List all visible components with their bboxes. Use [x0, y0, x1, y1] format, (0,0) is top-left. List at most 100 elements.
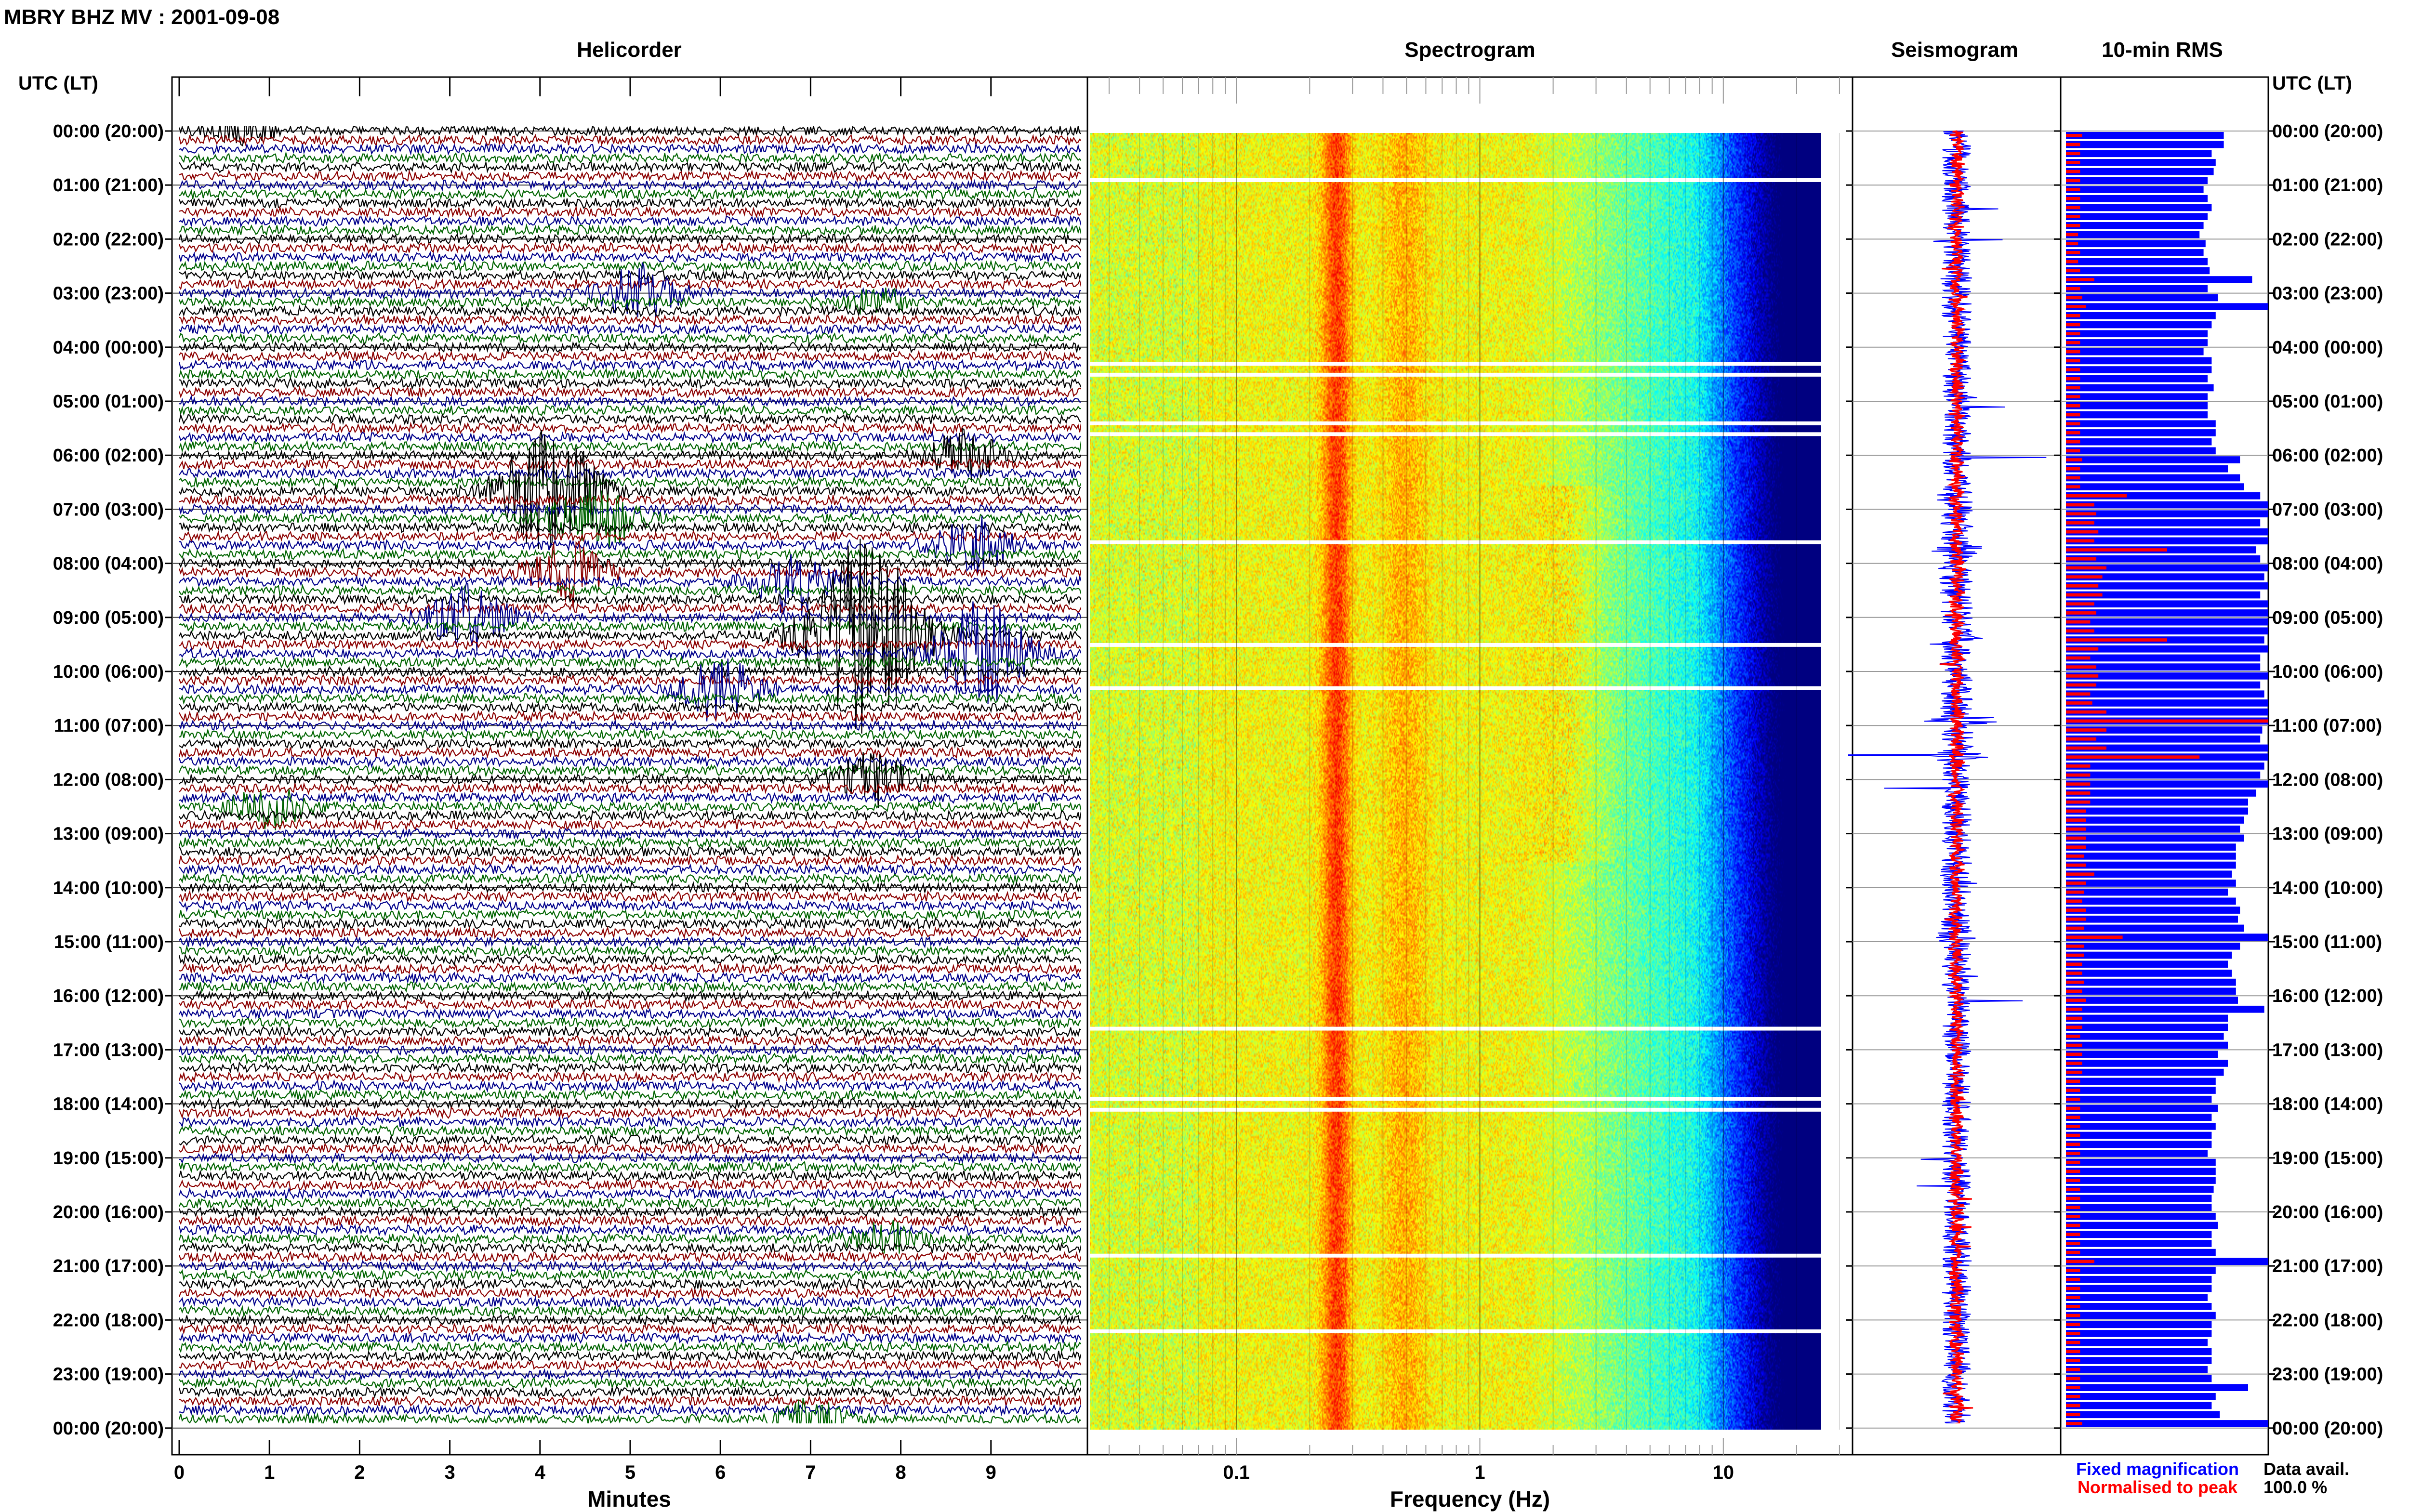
- helicorder-trace-row: [179, 1052, 1081, 1065]
- rms-fixed-bar: [2066, 1384, 2248, 1391]
- rms-normalised-bar: [2066, 899, 2082, 903]
- rms-normalised-bar: [2066, 620, 2091, 624]
- rms-fixed-bar: [2066, 825, 2240, 833]
- time-label-left: 03:00 (23:00): [53, 284, 164, 304]
- seismogram-traces: [1848, 130, 2047, 1423]
- helicorder-trace-row: [179, 1249, 1081, 1264]
- helicorder-trace-row: [179, 430, 1081, 444]
- time-label-left: 14:00 (10:00): [53, 878, 164, 898]
- helicorder-trace-row: [179, 394, 1081, 408]
- rms-fixed-bar: [2066, 177, 2208, 184]
- rms-normalised-bar: [2066, 782, 2091, 786]
- spectrogram-title: Spectrogram: [1404, 38, 1535, 62]
- helicorder-trace-row: [179, 440, 1081, 454]
- rms-fixed-bar: [2066, 1158, 2216, 1166]
- helicorder-trace-row: [179, 332, 1081, 345]
- rms-normalised-bar: [2066, 1016, 2082, 1020]
- helicorder-trace-row: [179, 989, 1081, 1003]
- rms-fixed-bar: [2066, 429, 2216, 436]
- rms-normalised-bar: [2066, 1395, 2080, 1398]
- rms-normalised-bar: [2066, 1097, 2080, 1101]
- helicorder-trace-row: [179, 259, 1081, 273]
- helicorder-trace-row: [179, 1169, 1081, 1183]
- rms-normalised-bar: [2066, 269, 2080, 273]
- helicorder-trace-row: [179, 277, 1081, 291]
- helicorder-trace-row: [179, 583, 1081, 598]
- rms-fixed-bar: [2066, 627, 2268, 635]
- rms-normalised-bar: [2066, 188, 2080, 191]
- rms-fixed-bar: [2066, 834, 2244, 842]
- rms-normalised-bar: [2066, 1359, 2080, 1362]
- rms-normalised-bar: [2066, 1287, 2080, 1290]
- helicorder-panel: 0 1 2 3 4 5 6 7 8 9 Minutes: [165, 76, 1088, 1512]
- rms-normalised-bar: [2066, 791, 2091, 795]
- helicorder-trace-row: [179, 475, 1081, 490]
- rms-normalised-bar: [2066, 215, 2080, 218]
- rms-fixed-bar: [2066, 1231, 2212, 1238]
- helicorder-trace-row: [179, 1398, 1081, 1423]
- rms-normalised-bar: [2066, 530, 2099, 534]
- time-label-left: 20:00 (16:00): [53, 1202, 164, 1223]
- spectrogram-grid: [1109, 133, 1840, 1430]
- rms-fixed-bar: [2066, 1095, 2212, 1103]
- spectrogram-gaps: [1090, 178, 1821, 1333]
- rms-normalised-bar: [2066, 647, 2099, 651]
- rms-fixed-bar: [2066, 1285, 2212, 1292]
- time-label-left: 22:00 (18:00): [53, 1310, 164, 1330]
- rms-fixed-bar: [2066, 1267, 2216, 1274]
- helicorder-trace-row: [179, 1385, 1081, 1399]
- rms-normalised-bar: [2066, 161, 2080, 164]
- rms-fixed-bar: [2066, 997, 2238, 1004]
- rms-normalised-bar: [2066, 1125, 2080, 1128]
- rms-fixed-bar: [2066, 1339, 2208, 1346]
- time-axis-header-left: UTC (LT): [18, 73, 98, 94]
- helicorder-trace-row: [179, 412, 1081, 426]
- legend-fixed-magnification: Fixed magnification: [2076, 1459, 2239, 1479]
- rms-normalised-bar: [2066, 485, 2080, 488]
- helicorder-trace-row: [179, 427, 1081, 482]
- time-label-left: 18:00 (14:00): [53, 1094, 164, 1115]
- rms-fixed-bar: [2066, 330, 2208, 338]
- rms-normalised-bar: [2066, 683, 2096, 687]
- rms-fixed-bar: [2066, 366, 2212, 373]
- rms-fixed-bar: [2066, 708, 2268, 716]
- helicorder-trace-row: [179, 169, 1081, 183]
- rms-normalised-bar: [2066, 1062, 2082, 1065]
- helicorder-trace-row: [179, 160, 1081, 174]
- rms-fixed-bar: [2066, 645, 2268, 653]
- rms-fixed-bar: [2066, 294, 2218, 302]
- rms-fixed-bar: [2066, 564, 2268, 572]
- rms-fixed-bar: [2066, 771, 2261, 779]
- freq-tick-label: 0.1: [1223, 1462, 1250, 1483]
- rms-normalised-bar: [2066, 1106, 2080, 1110]
- rms-fixed-bar: [2066, 1411, 2220, 1419]
- rms-fixed-bar: [2066, 339, 2208, 346]
- rms-normalised-bar: [2066, 1179, 2080, 1182]
- rms-normalised-bar: [2066, 1143, 2080, 1146]
- rms-fixed-bar: [2066, 303, 2268, 310]
- rms-normalised-bar: [2066, 1223, 2080, 1227]
- rms-fixed-bar: [2066, 943, 2240, 950]
- rms-fixed-bar: [2066, 960, 2228, 968]
- freq-tick-label: 1: [1474, 1462, 1485, 1483]
- rms-normalised-bar: [2066, 1260, 2094, 1263]
- rms-normalised-bar: [2066, 710, 2106, 714]
- rms-normalised-bar: [2066, 962, 2082, 966]
- rms-normalised-bar: [2066, 945, 2084, 948]
- helicorder-trace-row: [179, 223, 1081, 237]
- rms-fixed-bar: [2066, 951, 2232, 959]
- helicorder-trace-row: [179, 1196, 1081, 1210]
- time-label-right: 02:00 (22:00): [2272, 229, 2383, 250]
- rms-fixed-bar: [2066, 1366, 2208, 1373]
- helicorder-trace-row: [179, 349, 1081, 363]
- helicorder-trace-row: [179, 665, 1081, 679]
- rms-fixed-bar: [2066, 1240, 2212, 1247]
- helicorder-trace-row: [179, 872, 1081, 886]
- time-label-right: 10:00 (06:00): [2272, 662, 2383, 682]
- helicorder-trace-row: [179, 1142, 1081, 1156]
- time-label-right: 00:00 (20:00): [2272, 1419, 2383, 1439]
- helicorder-trace-row: [179, 655, 1081, 669]
- rms-normalised-bar: [2066, 1323, 2080, 1327]
- helicorder-trace-row: [179, 854, 1081, 868]
- rms-fixed-bar: [2066, 1068, 2224, 1076]
